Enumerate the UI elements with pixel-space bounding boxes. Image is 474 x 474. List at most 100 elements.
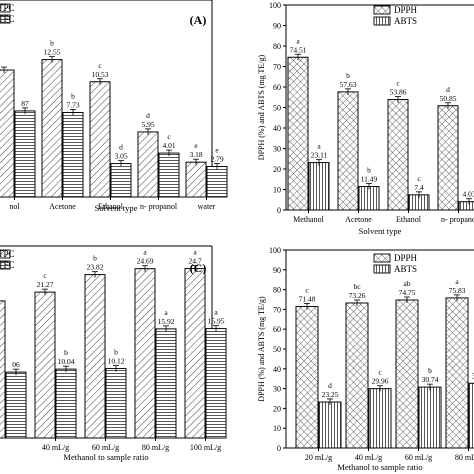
y-tick-label: 40 (273, 365, 281, 374)
chart-panel-4: 0 10 20 30 40 50 60 70 80 90 100 DPPH (%) and ABTS … (257, 246, 474, 472)
significance-letter: bc (353, 282, 361, 291)
bar-dpph (445, 297, 469, 449)
data-label: 7.73 (66, 100, 79, 109)
significance-letter: ab (403, 279, 410, 288)
bar-tpc (34, 291, 56, 439)
chart-panel-1: 87nol12.55b7.73bAcetone10.53c3.05dEthano… (0, 0, 228, 213)
y-tick-label: 50 (273, 104, 281, 113)
y-tick-label: 10 (273, 186, 281, 195)
significance-letter: c (378, 368, 382, 377)
data-label: 24.69 (137, 257, 154, 266)
data-label: 5.95 (141, 120, 154, 129)
bar-abts (318, 401, 342, 449)
legend-swatch (0, 3, 11, 13)
data-label: 29.96 (372, 377, 389, 386)
data-label: 4.03 (462, 190, 474, 199)
legend-label: TPC (0, 3, 15, 13)
bar-tpc (0, 300, 6, 439)
significance-letter: c (43, 271, 47, 280)
data-label: 15.95 (208, 317, 225, 326)
significance-letter: e (215, 145, 219, 154)
bar-dpph (295, 306, 319, 449)
data-label: 2.79 (210, 154, 223, 163)
x-axis-title: Solvent type (95, 203, 138, 213)
bar-abts (368, 388, 392, 449)
x-tick-label: Acetone (49, 202, 76, 211)
bar-dpph (287, 56, 309, 211)
panel-label: (C) (190, 261, 207, 275)
x-tick-label: water (198, 202, 216, 211)
data-label: 10.53 (92, 70, 109, 79)
legend-swatch (373, 16, 391, 26)
bar-tfc (5, 371, 27, 439)
y-axis-title: DPPH (%) and ABTS (mg TE/g) (257, 296, 266, 402)
x-tick-label: Acetone (345, 215, 372, 224)
legend-swatch (373, 5, 391, 15)
x-tick-label: 60 mL/g (92, 443, 119, 452)
significance-letter: c (417, 174, 421, 183)
data-label: 74.75 (399, 288, 416, 297)
data-label: 3.18 (189, 150, 202, 159)
data-label: 4.01 (162, 141, 175, 150)
x-axis-title: Methanol to sample ratio (337, 462, 422, 472)
bar-tpc (0, 69, 15, 198)
significance-letter: c (396, 79, 400, 88)
y-tick-label: 0 (277, 444, 281, 453)
legend-swatch (373, 264, 391, 274)
x-tick-label: n- propano (441, 215, 474, 224)
x-tick-label: Methanol (293, 215, 324, 224)
data-label: 74.51 (290, 45, 307, 54)
x-tick-label: 80 mL/g (142, 443, 169, 452)
bar-dpph (387, 99, 409, 211)
data-label: 06 (12, 360, 20, 369)
data-label: 50.85 (440, 94, 457, 103)
y-tick-label: 90 (273, 266, 281, 275)
y-tick-label: 50 (273, 345, 281, 354)
data-label: 23.25 (322, 390, 339, 399)
bar-tpc (89, 81, 111, 198)
legend-label: TFC (0, 260, 15, 270)
bar-abts (358, 186, 380, 211)
significance-letter: b (64, 348, 68, 357)
data-label: 73.26 (349, 291, 366, 300)
y-tick-label: 90 (273, 22, 281, 31)
bar-tfc (155, 328, 177, 439)
significance-letter: c (305, 285, 309, 294)
bar-dpph (437, 105, 459, 211)
significance-letter: e (194, 141, 198, 150)
significance-letter: b (93, 254, 97, 263)
x-tick-label: Ethanol (396, 215, 422, 224)
bar-tpc (185, 161, 207, 198)
y-tick-label: 80 (273, 286, 281, 295)
significance-letter: c (167, 132, 171, 141)
significance-letter: d (446, 85, 450, 94)
bar-tfc (205, 328, 227, 439)
y-axis-title: DPPH (%) and ABTS (mg TE/g) (257, 54, 266, 160)
x-tick-label: 100 mL/g (190, 443, 221, 452)
y-tick-label: 40 (273, 124, 281, 133)
significance-letter: a (317, 142, 321, 151)
y-tick-label: 70 (273, 63, 281, 72)
bar-tfc (206, 166, 228, 198)
legend-swatch (0, 249, 11, 259)
y-tick-label: 30 (273, 145, 281, 154)
significance-letter: a (143, 248, 147, 257)
significance-letter: b (71, 91, 75, 100)
legend-label: TPC (0, 249, 15, 259)
bar-tfc (62, 111, 84, 198)
bar-tpc (134, 268, 156, 439)
y-tick-label: 0 (277, 206, 281, 215)
significance-letter: b (367, 165, 371, 174)
bar-abts (468, 382, 474, 449)
y-tick-label: 100 (269, 1, 281, 10)
data-label: 7.4 (414, 183, 424, 192)
legend-swatch (0, 260, 11, 270)
bar-tfc (14, 110, 36, 198)
bar-tfc (110, 163, 132, 198)
y-tick-label: 60 (273, 325, 281, 334)
significance-letter: a (164, 308, 168, 317)
significance-letter: b (346, 71, 350, 80)
x-tick-label: 40 mL/g (42, 443, 69, 452)
x-axis-title: Methanol to sample ratio (63, 452, 148, 462)
